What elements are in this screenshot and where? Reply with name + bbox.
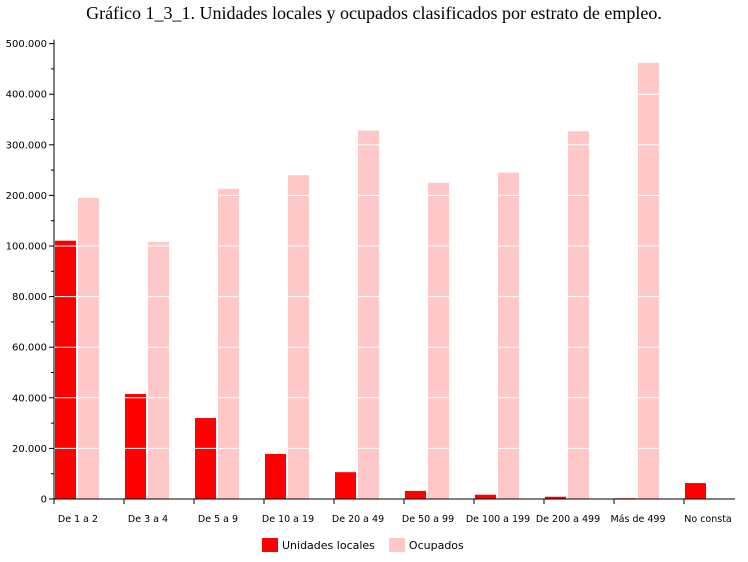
y-tick-label-1: 20.000	[12, 444, 47, 455]
x-tick-label-8: Más de 499	[610, 514, 665, 525]
bar-unidades-4	[335, 472, 356, 499]
y-tick-label-3: 60.000	[12, 343, 47, 354]
bar-ocupados-3	[288, 175, 309, 499]
x-tick-label-2: De 5 a 9	[198, 514, 238, 525]
legend-item-unidades: Unidades locales	[262, 538, 375, 552]
bar-unidades-9	[685, 483, 706, 499]
legend-label-unidades: Unidades locales	[282, 538, 375, 552]
x-tick-label-1: De 3 a 4	[128, 514, 168, 525]
y-tick-label-8: 400.000	[6, 90, 47, 101]
bar-ocupados-7	[568, 131, 589, 499]
bar-unidades-5	[405, 490, 426, 499]
bar-ocupados-4	[358, 130, 379, 499]
legend: Unidades locales Ocupados	[262, 538, 478, 552]
x-tick-label-6: De 100 a 199	[466, 514, 530, 525]
x-tick-label-4: De 20 a 49	[332, 514, 384, 525]
y-tick-label-2: 40.000	[12, 393, 47, 404]
chart-title: Gráfico 1_3_1. Unidades locales y ocupad…	[86, 3, 662, 23]
bar-ocupados-2	[218, 188, 239, 499]
legend-item-ocupados: Ocupados	[388, 538, 464, 552]
legend-swatch-ocupados	[388, 538, 405, 552]
bar-unidades-2	[195, 418, 216, 499]
y-tick-label-9: 500.000	[6, 39, 47, 50]
legend-swatch-unidades	[262, 538, 278, 552]
x-tick-label-3: De 10 a 19	[262, 514, 314, 525]
bar-unidades-0	[55, 240, 76, 499]
bar-ocupados-6	[498, 172, 519, 499]
x-tick-label-7: De 200 a 499	[536, 514, 600, 525]
legend-label-ocupados: Ocupados	[408, 538, 464, 552]
bar-unidades-7	[545, 496, 566, 499]
bar-unidades-1	[125, 394, 146, 499]
y-tick-label-7: 300.000	[6, 140, 47, 151]
bar-unidades-3	[265, 453, 286, 499]
x-tick-label-0: De 1 a 2	[58, 514, 98, 525]
y-tick-label-0: 0	[41, 495, 47, 506]
bar-ocupados-5	[428, 182, 449, 499]
y-tick-label-4: 80.000	[12, 292, 47, 303]
bar-ocupados-0	[78, 197, 99, 499]
bar-ocupados-1	[148, 241, 169, 499]
x-tick-label-5: De 50 a 99	[402, 514, 454, 525]
x-tick-label-9: No consta	[684, 514, 732, 525]
bar-ocupados-8	[638, 62, 659, 499]
bar-unidades-6	[475, 494, 496, 499]
y-tick-label-5: 100.000	[6, 242, 47, 253]
y-tick-label-6: 200.000	[6, 191, 47, 202]
